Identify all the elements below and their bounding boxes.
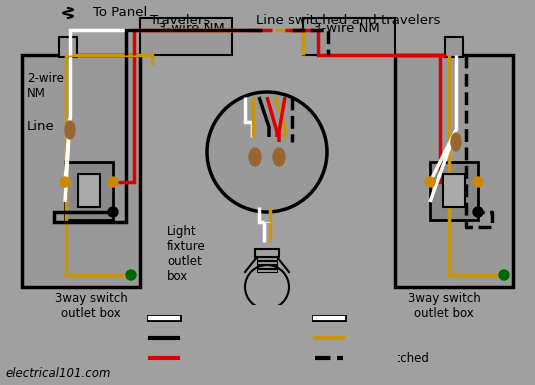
Circle shape	[126, 270, 136, 280]
Bar	[22, 55, 140, 287]
Bar	[138, 305, 398, 380]
Text: 3way switch
outlet box: 3way switch outlet box	[55, 292, 127, 320]
Text: Neutral: Neutral	[348, 311, 392, 325]
Text: Line switched: Line switched	[348, 352, 429, 365]
Text: Ground: Ground	[348, 331, 392, 345]
Circle shape	[473, 207, 483, 217]
Circle shape	[425, 177, 435, 187]
Bar	[257, 265, 277, 268]
Text: To Panel: To Panel	[93, 6, 147, 19]
Text: 3-wire NM: 3-wire NM	[158, 22, 225, 35]
Circle shape	[207, 92, 327, 212]
Bar	[65, 162, 113, 220]
Ellipse shape	[249, 148, 261, 166]
Text: 3way switch
outlet box: 3way switch outlet box	[408, 292, 480, 320]
Ellipse shape	[65, 121, 75, 139]
Text: Line switched and travelers: Line switched and travelers	[256, 14, 440, 27]
Bar	[430, 162, 478, 220]
Circle shape	[473, 177, 483, 187]
Bar	[257, 257, 277, 260]
Bar	[78, 174, 100, 207]
Bar	[303, 18, 395, 55]
Bar	[140, 18, 232, 55]
Bar	[59, 37, 77, 57]
Text: Line / Traveler: Line / Traveler	[183, 331, 267, 345]
Circle shape	[60, 177, 70, 187]
Text: Travelers: Travelers	[150, 14, 210, 27]
Text: Line / Traveler: Line / Traveler	[183, 352, 267, 365]
Bar	[257, 269, 277, 272]
Ellipse shape	[273, 148, 285, 166]
Bar	[443, 174, 465, 207]
Circle shape	[108, 177, 118, 187]
Circle shape	[108, 207, 118, 217]
Text: Line: Line	[27, 120, 55, 133]
Text: Light
fixture
outlet
box: Light fixture outlet box	[167, 225, 206, 283]
Text: 2-wire
NM: 2-wire NM	[27, 72, 64, 100]
Bar	[395, 55, 513, 287]
Circle shape	[499, 270, 509, 280]
Bar	[257, 261, 277, 264]
Text: electrical101.com: electrical101.com	[5, 367, 111, 380]
Text: Line: Line	[183, 311, 208, 325]
Bar	[445, 37, 463, 57]
Text: 3-wire NM: 3-wire NM	[313, 22, 380, 35]
Bar	[255, 249, 279, 257]
Ellipse shape	[451, 133, 461, 151]
